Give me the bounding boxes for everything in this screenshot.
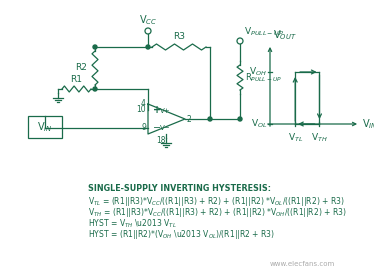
Text: V+: V+ [160, 108, 171, 114]
Text: R1: R1 [71, 75, 83, 84]
Text: V−: V− [160, 125, 171, 131]
Text: HYST = V$_{TH}$ \u2013 V$_{TL}$: HYST = V$_{TH}$ \u2013 V$_{TL}$ [88, 217, 177, 230]
Text: 10: 10 [137, 105, 146, 114]
Circle shape [93, 45, 97, 49]
Text: V$_{TL}$ = (R1||R3)*V$_{CC}$/((R1||R3) + R2) + (R1||R2) *V$_{OL}$/((R1||R2) + R3: V$_{TL}$ = (R1||R3)*V$_{CC}$/((R1||R3) +… [88, 195, 345, 208]
Text: +: + [153, 105, 161, 115]
Text: V$_{TH}$: V$_{TH}$ [311, 132, 328, 145]
Text: www.elecfans.com: www.elecfans.com [270, 261, 335, 267]
Text: V$_{TH}$ = (R1||R3)*V$_{CC}$/((R1||R3) + R2) + (R1||R2) *V$_{OH}$/((R1||R2) + R3: V$_{TH}$ = (R1||R3)*V$_{CC}$/((R1||R3) +… [88, 206, 347, 219]
Text: −: − [153, 123, 161, 133]
Text: V$_{CC}$: V$_{CC}$ [139, 13, 157, 27]
Circle shape [146, 45, 150, 49]
Text: R3: R3 [173, 32, 185, 41]
Text: 18: 18 [156, 136, 166, 145]
Circle shape [238, 117, 242, 121]
Text: V$_{IN}$: V$_{IN}$ [37, 120, 53, 134]
Circle shape [93, 87, 97, 91]
Text: V$_{IN}$: V$_{IN}$ [362, 117, 374, 131]
Circle shape [208, 117, 212, 121]
Text: 2: 2 [187, 114, 192, 124]
Text: V$_{PULL-UP}$: V$_{PULL-UP}$ [244, 25, 284, 38]
Bar [28, 116, 62, 138]
Text: R$_{PULL-UP}$: R$_{PULL-UP}$ [245, 71, 282, 84]
Text: V$_{OUT}$: V$_{OUT}$ [273, 28, 297, 42]
Text: 4: 4 [141, 100, 146, 109]
Text: V$_{TL}$: V$_{TL}$ [288, 132, 303, 145]
Text: R2: R2 [75, 64, 87, 73]
Text: SINGLE-SUPPLY INVERTING HYSTERESIS:: SINGLE-SUPPLY INVERTING HYSTERESIS: [88, 184, 271, 193]
Text: 9: 9 [141, 124, 146, 133]
Text: V$_{OL}$: V$_{OL}$ [251, 118, 267, 130]
Text: V$_{OH}$: V$_{OH}$ [249, 66, 267, 78]
Text: HYST = (R1||R2)*(V$_{OH}$ \u2013 V$_{OL}$)/(R1||R2 + R3): HYST = (R1||R2)*(V$_{OH}$ \u2013 V$_{OL}… [88, 228, 275, 241]
